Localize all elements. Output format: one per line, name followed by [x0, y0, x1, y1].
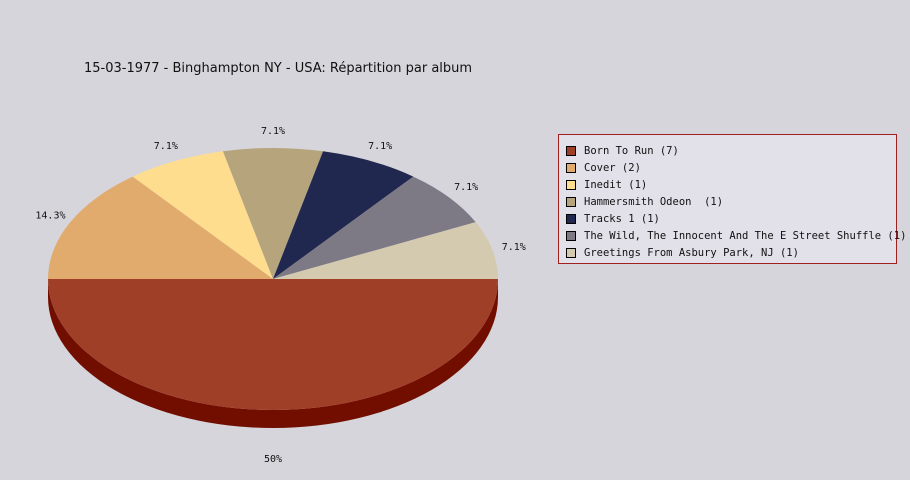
legend-label: Greetings From Asbury Park, NJ (1) — [584, 246, 799, 259]
legend-item: Tracks 1 (1) — [559, 210, 896, 227]
pie-slices — [48, 148, 498, 410]
pie-slice — [273, 151, 414, 279]
slice-percent-label: 7.1% — [502, 242, 526, 253]
legend-swatch — [566, 145, 576, 156]
slice-percent-label: 7.1% — [154, 141, 178, 152]
slice-percent-label: 14.3% — [35, 210, 65, 221]
legend-item: Greetings From Asbury Park, NJ (1) — [559, 244, 896, 261]
pie-slice — [48, 279, 498, 410]
legend: Born To Run (7) Cover (2) Inedit (1) Hammer… — [558, 134, 906, 264]
legend-label: Tracks 1 (1) — [584, 212, 660, 225]
legend-item: Hammersmith Odeon (1) — [559, 193, 896, 210]
pie-slice — [48, 176, 273, 279]
chart-title: 15-03-1977 - Binghampton NY - USA: Répar… — [84, 61, 473, 76]
pie-slice — [222, 148, 324, 279]
slice-percent-label: 7.1% — [261, 126, 285, 137]
legend-label: Hammersmith Odeon (1) — [584, 195, 724, 208]
pie-slice — [132, 151, 273, 279]
legend-item: Inedit (1) — [559, 176, 896, 193]
pie-slice — [273, 176, 476, 279]
legend-swatch — [566, 213, 576, 224]
legend-label: Inedit (1) — [584, 178, 648, 191]
legend-swatch — [566, 179, 576, 190]
legend-item: The Wild, The Innocent And The E Street … — [559, 227, 906, 244]
legend-label: Born To Run (7) — [584, 144, 679, 157]
slice-percent-label: 7.1% — [454, 182, 478, 193]
legend-swatch — [566, 247, 576, 258]
legend-label: The Wild, The Innocent And The E Street … — [584, 229, 907, 242]
legend-swatch — [566, 196, 576, 207]
legend-swatch — [566, 230, 576, 241]
legend-item: Born To Run (7) — [559, 142, 896, 159]
legend-label: Cover (2) — [584, 161, 641, 174]
slice-percent-label: 7.1% — [368, 141, 392, 152]
legend-swatch — [566, 162, 576, 173]
pie-slice — [273, 222, 498, 279]
legend-item: Cover (2) — [559, 159, 896, 176]
pie-labels: 50% 14.3% 7.1% 7.1% 7.1% 7.1% 7.1% — [35, 126, 525, 465]
slice-percent-label: 50% — [264, 454, 282, 465]
